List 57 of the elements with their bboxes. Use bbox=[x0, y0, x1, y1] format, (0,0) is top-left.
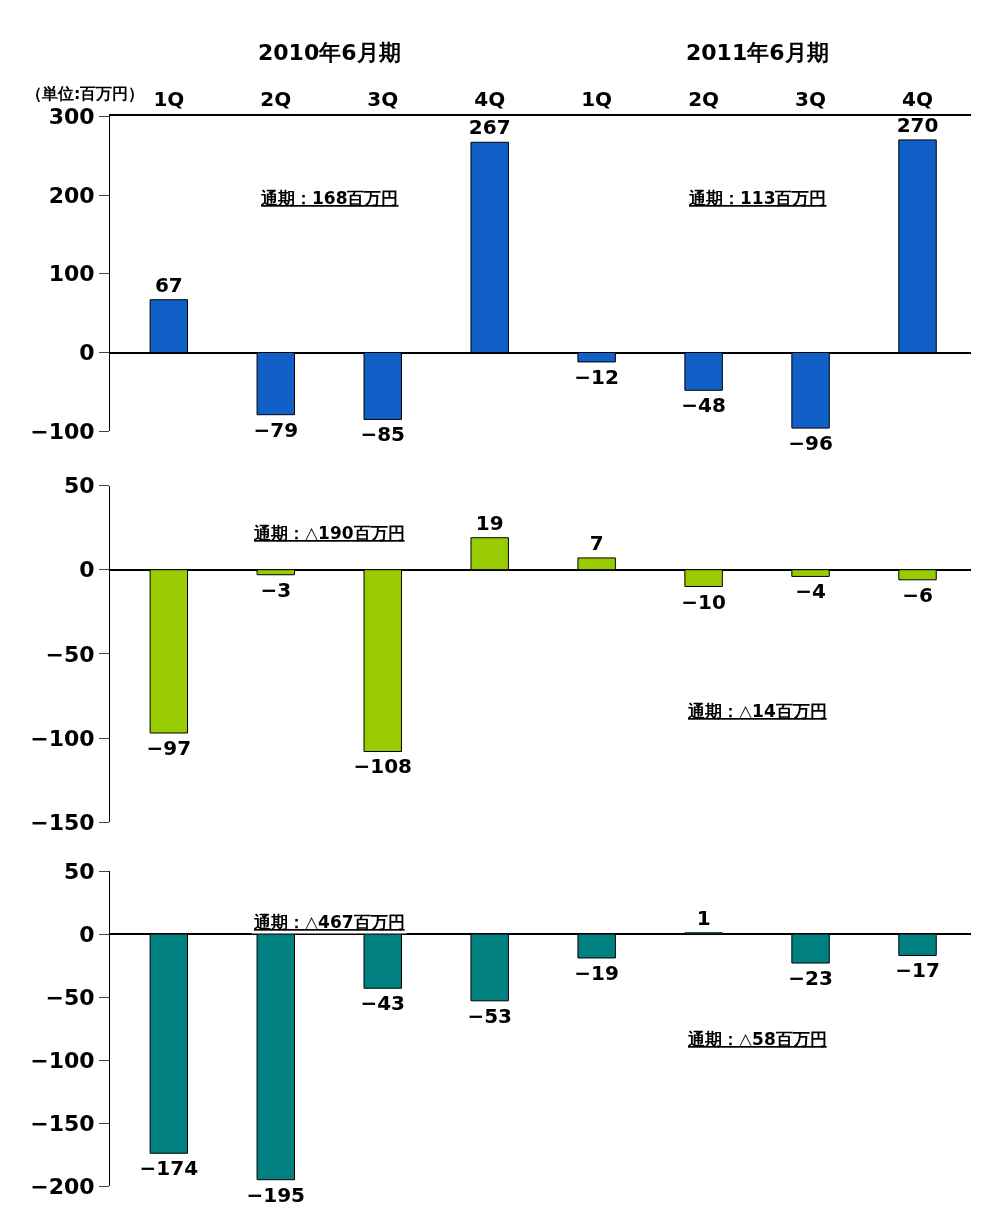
annotation: 通期：168百万円 bbox=[260, 188, 399, 208]
data-label: −48 bbox=[681, 393, 726, 418]
data-label: −3 bbox=[260, 577, 292, 602]
annotation: 通期：△14百万円 bbox=[687, 701, 827, 721]
y-tick-label: −200 bbox=[30, 1173, 95, 1199]
y-tick-label: −150 bbox=[30, 1110, 95, 1136]
data-label: 270 bbox=[896, 112, 939, 137]
data-label: −195 bbox=[246, 1182, 306, 1207]
data-label: 67 bbox=[154, 272, 183, 297]
data-label: −6 bbox=[902, 582, 933, 607]
y-tick-label: −50 bbox=[45, 984, 95, 1010]
y-tick-label: 0 bbox=[79, 921, 95, 947]
x-tick-label: 2Q bbox=[688, 87, 720, 112]
data-label: −97 bbox=[146, 735, 192, 760]
y-tick-label: −100 bbox=[30, 1047, 95, 1073]
y-tick-label: 100 bbox=[48, 261, 95, 287]
text: 2011年6月期 bbox=[686, 40, 829, 65]
data-label: −96 bbox=[788, 431, 833, 456]
x-tick-label: 4Q bbox=[474, 87, 506, 112]
data-label: 19 bbox=[475, 510, 504, 535]
y-tick-label: −100 bbox=[30, 418, 95, 444]
y-tick-label: 0 bbox=[79, 557, 95, 583]
text: 2010年6月期 bbox=[258, 40, 401, 65]
data-label: −85 bbox=[360, 422, 406, 447]
annotation: 通期：△190百万円 bbox=[253, 523, 405, 543]
x-tick-label: 3Q bbox=[795, 87, 827, 112]
text: （単位:百万円） bbox=[26, 84, 145, 103]
y-tick-label: −100 bbox=[30, 725, 95, 751]
data-label: −4 bbox=[795, 579, 826, 604]
data-label: −174 bbox=[139, 1156, 199, 1181]
x-tick-label: 4Q bbox=[902, 87, 933, 112]
data-label: 267 bbox=[468, 115, 511, 140]
data-label: −79 bbox=[253, 417, 299, 442]
x-tick-label: 2Q bbox=[260, 87, 292, 112]
data-label: −23 bbox=[788, 966, 833, 991]
y-tick-label: 200 bbox=[48, 182, 95, 208]
annotation: 通期：113百万円 bbox=[688, 188, 827, 208]
x-tick-label: 3Q bbox=[367, 87, 399, 112]
x-tick-label: 1Q bbox=[581, 87, 613, 112]
y-tick-label: −50 bbox=[45, 641, 95, 667]
y-tick-label: 50 bbox=[63, 473, 95, 499]
annotation: 通期：△467百万円 bbox=[253, 912, 405, 932]
y-tick-label: −150 bbox=[30, 809, 95, 835]
data-label: −10 bbox=[681, 589, 726, 614]
data-label: −12 bbox=[574, 364, 619, 389]
data-label: 7 bbox=[589, 530, 604, 555]
annotation: 通期：△58百万円 bbox=[687, 1029, 827, 1049]
data-label: −43 bbox=[360, 991, 406, 1016]
data-label: −19 bbox=[574, 960, 619, 985]
y-tick-label: 300 bbox=[48, 103, 95, 129]
x-tick-label: 1Q bbox=[153, 87, 185, 112]
data-label: −17 bbox=[895, 958, 940, 983]
data-label: 1 bbox=[696, 905, 711, 930]
y-tick-label: 50 bbox=[63, 858, 95, 884]
data-label: −108 bbox=[353, 754, 412, 779]
y-tick-label: 0 bbox=[79, 340, 95, 366]
data-label: −53 bbox=[467, 1003, 512, 1028]
